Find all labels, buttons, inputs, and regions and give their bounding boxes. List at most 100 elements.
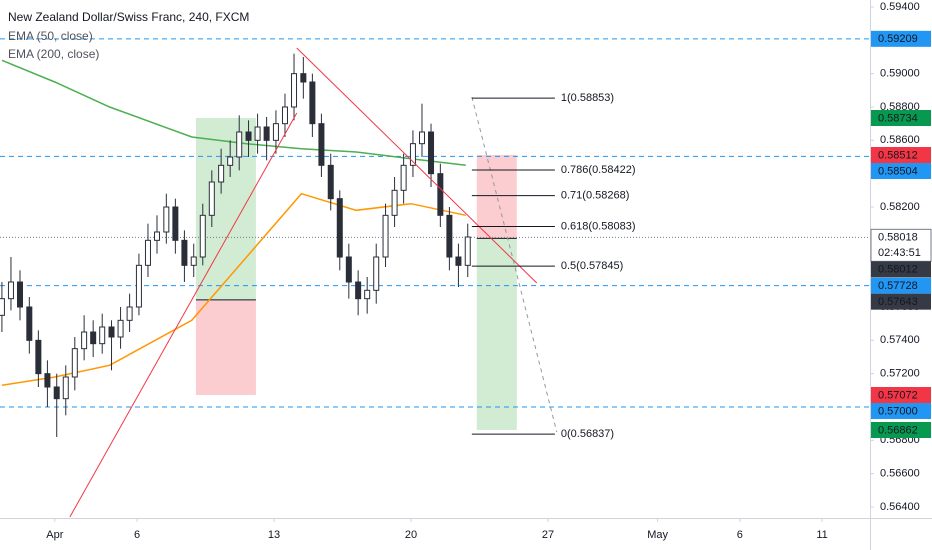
candle-body <box>364 289 371 300</box>
candle-body <box>318 123 325 166</box>
price-tag-label: 0.58734 <box>878 112 918 124</box>
x-tick-label: 11 <box>816 529 827 541</box>
price-tag <box>871 422 931 438</box>
candle-body <box>254 126 261 141</box>
candle-body <box>345 256 352 283</box>
y-tick-label: 0.58800 <box>880 101 920 113</box>
candle-body <box>163 206 170 233</box>
price-tag <box>871 403 931 419</box>
fib-label: 0.5(0.57845) <box>561 260 623 272</box>
y-tick-label: 0.58600 <box>880 134 920 146</box>
price-tag <box>871 147 931 163</box>
price-tag-label: 0.58012 <box>878 264 918 276</box>
candle-body <box>281 106 288 125</box>
candle-body <box>154 231 161 241</box>
candle-body <box>53 386 60 400</box>
candle-body <box>272 123 279 141</box>
x-tick-label: 27 <box>542 529 554 541</box>
plot-area: 1(0.58853) 0.786(0.58422) 0.71(0.58268) 0.6… <box>0 38 870 518</box>
candle-body <box>90 331 97 345</box>
candle-body <box>464 236 471 266</box>
price-tag <box>871 387 931 403</box>
candle-body <box>373 256 380 291</box>
price-tag <box>871 293 931 310</box>
candle-body <box>62 376 69 400</box>
price-tag <box>871 163 931 179</box>
x-tick-label: 20 <box>405 529 417 541</box>
x-tick-label: 13 <box>268 529 280 541</box>
candle-body <box>199 214 206 258</box>
candle-body <box>391 189 398 216</box>
x-tick-label: 6 <box>737 529 743 541</box>
price-tag-label: 0.58504 <box>878 165 918 177</box>
position-target-zone <box>195 118 256 300</box>
y-tick-label: 0.56600 <box>880 468 920 480</box>
candle-body <box>355 281 362 300</box>
position-target-zone <box>476 238 517 430</box>
fib-label: 0.71(0.58268) <box>561 190 630 202</box>
candle-body <box>236 131 243 158</box>
candle-body <box>428 131 435 175</box>
candle-body <box>409 143 416 166</box>
candle-body <box>455 256 462 266</box>
price-tag <box>871 30 931 47</box>
trend-line <box>296 47 538 284</box>
price-tag-label: 0.56862 <box>878 424 918 436</box>
candle-body <box>446 214 453 258</box>
position-stop-zone <box>195 299 256 395</box>
candle-body <box>400 164 407 191</box>
price-tag <box>870 228 932 262</box>
candle-body <box>418 131 425 145</box>
fib-label: 0.618(0.58083) <box>561 220 636 232</box>
candle-body <box>181 239 188 266</box>
candle-body <box>437 173 444 216</box>
candle-body <box>99 326 106 345</box>
price-tag <box>871 110 931 126</box>
price-tag <box>871 261 931 278</box>
candle-body <box>81 331 88 350</box>
y-tick-label: 0.56400 <box>880 501 920 513</box>
ema-line <box>1 59 466 167</box>
candle-body <box>245 131 252 141</box>
trend-line <box>471 96 558 433</box>
candle-body <box>0 298 5 316</box>
fib-label: 1(0.58853) <box>561 92 614 104</box>
candle-body <box>190 256 197 266</box>
price-tag-label: 0.58512 <box>878 149 918 161</box>
candle-body <box>71 348 78 378</box>
candle-body <box>44 373 51 388</box>
candle-body <box>208 181 215 216</box>
x-tick-label: May <box>647 529 668 541</box>
position-stop-zone <box>476 155 517 239</box>
y-tick-label: 0.58200 <box>880 201 920 213</box>
price-tag-label: 0.58018 <box>878 232 918 244</box>
candle-body <box>263 126 270 141</box>
fib-label: 0(0.56837) <box>561 428 614 440</box>
x-tick-label: Apr <box>46 529 63 541</box>
candle-body <box>382 214 389 258</box>
candle-body <box>135 264 142 308</box>
candle-body <box>117 319 124 338</box>
candle-body <box>17 281 24 308</box>
y-tick-label: 0.57200 <box>880 368 920 380</box>
candle-body <box>172 206 179 241</box>
legend-entry: EMA (50, close) <box>8 29 93 43</box>
y-tick-label: 0.59400 <box>880 1 920 13</box>
candle-body <box>26 306 33 341</box>
fib-label: 0.786(0.58422) <box>561 164 636 176</box>
chart-title: New Zealand Dollar/Swiss Franc, 240, FXC… <box>8 10 249 24</box>
candle-body <box>144 239 151 266</box>
price-tag-label: 0.59209 <box>878 33 918 45</box>
price-tag-label: 0.57000 <box>878 405 918 417</box>
candle-body <box>336 198 343 258</box>
countdown: 02:43:51 <box>878 247 921 259</box>
candle-body <box>218 164 225 183</box>
candle-body <box>108 326 115 338</box>
price-tag-label: 0.57728 <box>878 280 918 292</box>
candle-body <box>35 339 42 375</box>
candle-body <box>126 306 133 321</box>
x-tick-label: 6 <box>134 529 140 541</box>
y-tick-label: 0.59000 <box>880 68 920 80</box>
candle-body <box>300 73 307 83</box>
